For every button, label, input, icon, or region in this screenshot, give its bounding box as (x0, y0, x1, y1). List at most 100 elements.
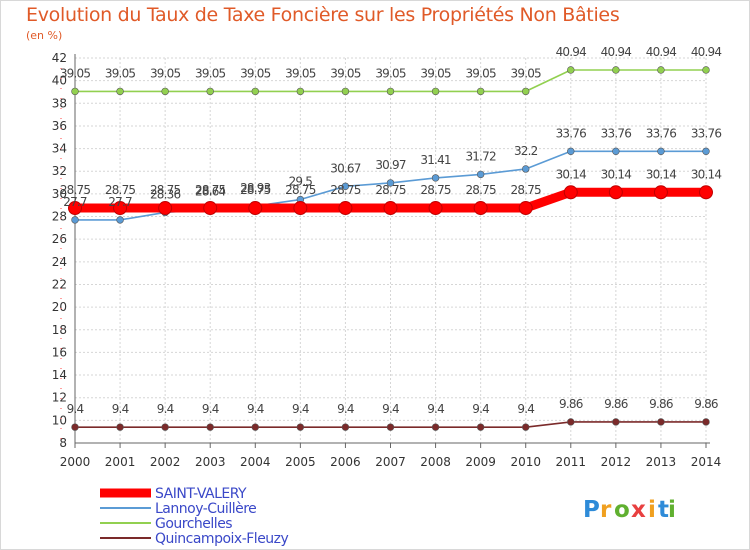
data-point (386, 423, 395, 431)
brand-letter: i (648, 497, 656, 523)
grid-lines (74, 57, 707, 444)
data-label: 31.41 (420, 153, 451, 167)
brand-letter: i (668, 497, 676, 523)
data-label: 28.75 (465, 183, 496, 197)
brand-letter: o (614, 497, 630, 523)
data-point (657, 147, 665, 156)
data-point (431, 423, 440, 431)
data-point (702, 147, 710, 156)
data-label: 30.14 (556, 167, 587, 181)
y-tick-label: 30 (52, 187, 67, 201)
data-label: 30.14 (646, 167, 677, 181)
data-label: 33.76 (556, 126, 587, 140)
data-label: 28.93 (240, 181, 271, 195)
data-point (338, 201, 353, 216)
data-point (567, 147, 575, 156)
data-label: 28.75 (105, 183, 136, 197)
data-label: 39.05 (330, 66, 361, 80)
data-label: 39.05 (195, 66, 226, 80)
legend-label: Quincampoix-Fleuzy (155, 531, 289, 547)
data-label: 28.75 (240, 183, 271, 197)
data-label: 28.75 (60, 183, 91, 197)
data-labels: 9.4 9.4 9.4 9.4 9.4 9.4 9.4 9.4 9.4 9.4 9.4 9.86 9.8… (60, 45, 722, 416)
y-tick-label: 22 (52, 277, 67, 291)
x-tick-label: 2008 (420, 455, 451, 469)
data-label: 31.72 (465, 149, 496, 163)
data-label: 9.4 (472, 402, 489, 416)
data-point (702, 66, 710, 74)
data-label: 39.05 (375, 66, 406, 80)
x-tick-label: 2002 (150, 455, 181, 469)
y-tick-label: 40 (52, 74, 67, 88)
data-point (567, 418, 575, 426)
data-point (71, 216, 79, 224)
data-label: 9.4 (67, 402, 84, 416)
data-label: 40.94 (556, 45, 587, 59)
brand-letter: r (600, 497, 612, 523)
data-point (612, 147, 620, 156)
data-point (251, 87, 259, 96)
data-label: 28.36 (150, 187, 181, 201)
data-point (341, 87, 350, 96)
data-label: 39.05 (465, 66, 496, 80)
data-point (341, 423, 350, 431)
data-label: 28.75 (375, 183, 406, 197)
data-point (567, 66, 575, 74)
data-label: 9.4 (382, 402, 399, 416)
data-point (522, 165, 530, 173)
y-tick-label: 10 (52, 413, 67, 427)
y-tick-label: 32 (52, 164, 67, 178)
x-tick-label: 2013 (646, 455, 677, 469)
brand-letter: t (658, 497, 669, 523)
data-label: 28.75 (195, 183, 226, 197)
data-point (473, 201, 488, 216)
data-label: 39.05 (240, 66, 271, 80)
data-label: 33.76 (691, 126, 722, 140)
data-point (608, 185, 623, 200)
data-label: 9.4 (202, 402, 219, 416)
data-label: 30.67 (330, 161, 361, 175)
data-point (116, 216, 124, 224)
data-point (341, 182, 350, 190)
data-point (71, 423, 79, 431)
data-point (68, 201, 82, 216)
x-tick-label: 2010 (510, 455, 541, 469)
data-point (113, 201, 128, 216)
y-tick-label: 12 (52, 391, 67, 405)
y-tick-label: 16 (52, 345, 67, 359)
data-point (158, 201, 173, 216)
data-point (203, 201, 218, 216)
data-point (476, 423, 485, 431)
data-label: 40.94 (691, 45, 722, 59)
data-label: 32.2 (514, 144, 538, 158)
y-tick-label: 28 (52, 210, 67, 224)
data-point (476, 170, 485, 179)
data-point (116, 87, 124, 96)
data-label: 9.4 (247, 402, 264, 416)
data-label: 39.05 (150, 66, 181, 80)
data-label: 9.4 (517, 402, 534, 416)
x-tick-label: 2012 (601, 455, 632, 469)
x-tick-label: 2009 (465, 455, 496, 469)
data-point (428, 201, 443, 216)
data-label: 39.05 (285, 66, 316, 80)
data-label: 33.76 (601, 126, 632, 140)
x-tick-label: 2006 (330, 455, 361, 469)
data-point (293, 201, 308, 216)
data-label: 9.86 (649, 397, 673, 411)
data-label: 9.86 (604, 397, 628, 411)
y-tick-label: 42 (52, 51, 67, 65)
data-label: 30.97 (375, 158, 406, 172)
series-lines (68, 66, 713, 431)
data-point (206, 87, 214, 96)
y-tick-label: 8 (59, 436, 67, 450)
data-label: 33.76 (646, 126, 677, 140)
x-tick-label: 2005 (285, 455, 316, 469)
x-tick-label: 2004 (240, 455, 271, 469)
data-point (431, 174, 440, 182)
x-tick-label: 2000 (60, 455, 91, 469)
data-point (71, 87, 79, 96)
y-tick-label: 18 (52, 323, 67, 337)
